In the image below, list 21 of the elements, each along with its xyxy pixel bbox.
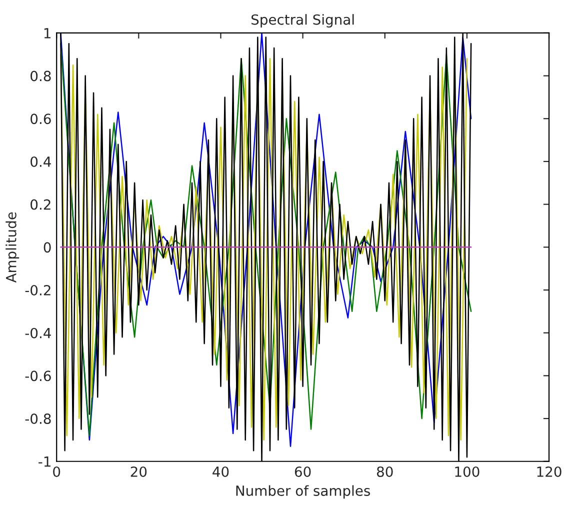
x-tick-label: 80 bbox=[376, 466, 393, 477]
x-tick-label: 60 bbox=[294, 466, 311, 477]
x-tick-label: 100 bbox=[455, 466, 480, 477]
y-tick-label: -0.4 bbox=[25, 328, 51, 338]
y-tick-label: -0.8 bbox=[25, 413, 51, 424]
y-tick-label: 0.2 bbox=[30, 199, 50, 210]
y-tick-label: -0.2 bbox=[25, 284, 50, 296]
x-axis-title: Number of samples bbox=[236, 485, 370, 499]
y-tick-label: 1 bbox=[44, 28, 50, 38]
y-tick-label: 0 bbox=[44, 242, 51, 253]
y-tick-label: -1 bbox=[38, 456, 50, 467]
y-axis-title: Amplitude bbox=[6, 212, 20, 283]
x-tick-label: 120 bbox=[537, 466, 562, 477]
y-tick-label: 0.4 bbox=[30, 156, 51, 167]
y-tick-label: 0.8 bbox=[30, 70, 51, 82]
y-tick-label: 0.6 bbox=[30, 114, 51, 124]
x-tick-label: 0 bbox=[53, 466, 60, 477]
chart-title: Spectral Signal bbox=[252, 14, 354, 28]
x-tick-label: 40 bbox=[212, 466, 229, 477]
x-tick-label: 20 bbox=[130, 466, 147, 477]
y-tick-label: -0.6 bbox=[25, 370, 51, 382]
